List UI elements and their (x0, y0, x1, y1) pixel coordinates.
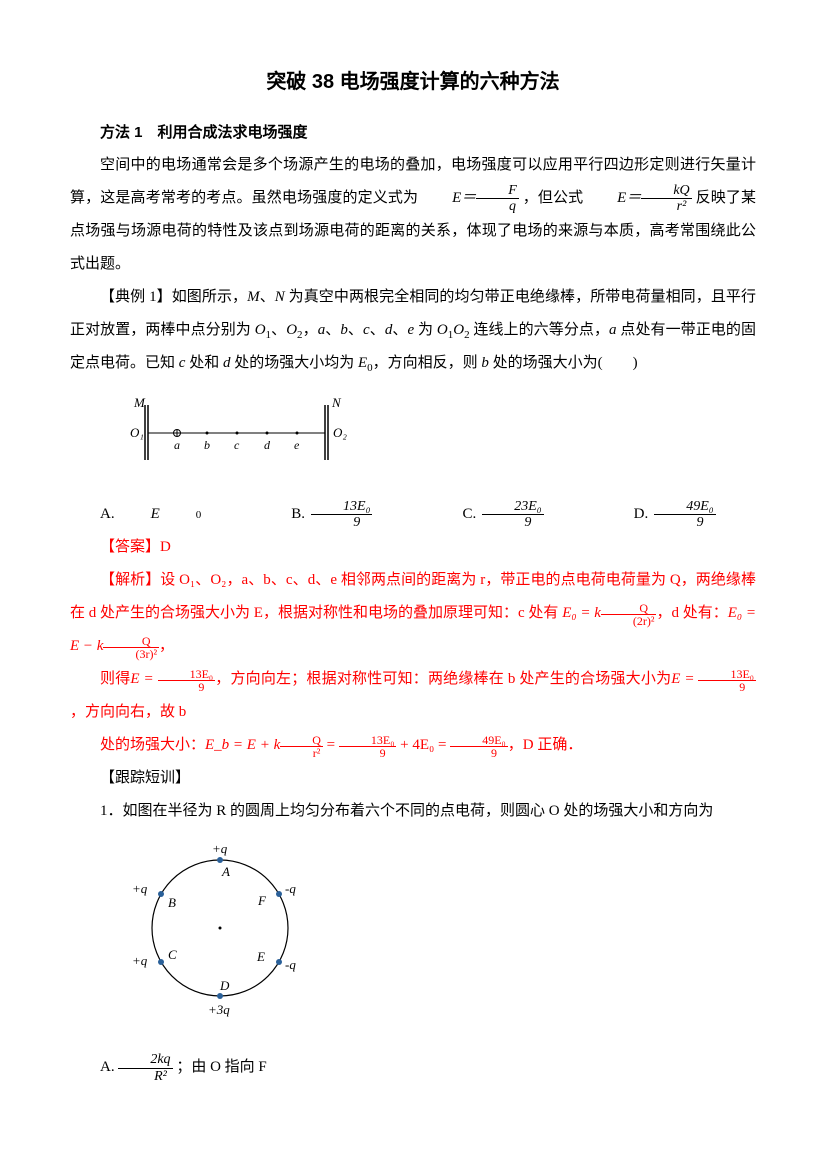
svg-text:e: e (294, 438, 300, 452)
svg-text:D: D (219, 978, 230, 993)
follow-label: 【跟踪短训】 (70, 762, 756, 795)
option-b: B. 13E₀9 (261, 498, 372, 531)
answer-line: 【答案】D (70, 531, 756, 564)
follow-option-a: A. 2kqR² ；由 O 指向 F (70, 1051, 756, 1084)
intro-paragraph: 空间中的电场通常会是多个场源产生的电场的叠加，电场强度可以应用平行四边形定则进行… (70, 149, 756, 281)
svg-text:E: E (256, 949, 265, 964)
formula-E-Fq: E＝Fq (422, 182, 519, 215)
diagram-1: M N O₁ O₂ a b c d e (130, 395, 756, 488)
para-text: ，但公式 (523, 190, 587, 206)
method-heading: 方法 1 利用合成法求电场强度 (70, 116, 756, 149)
analysis-p2: 则得E = 13E₀9，方向向左；根据对称性可知：两绝缘棒在 b 处产生的合场强… (70, 663, 756, 729)
rods-diagram-svg: M N O₁ O₂ a b c d e (130, 395, 350, 475)
svg-text:+q: +q (212, 843, 228, 856)
analysis-p3: 处的场强大小：E_b = E + kQr² = 13E₀9 + 4E₀ = 49… (70, 729, 756, 762)
document-title: 突破 38 电场强度计算的六种方法 (70, 60, 756, 104)
example-1: 【典例 1】如图所示，M、N 为真空中两根完全相同的均匀带正电绝缘棒，所带电荷量… (70, 281, 756, 380)
svg-text:-q: -q (285, 957, 296, 972)
option-c: C. 23E₀9 (432, 498, 543, 531)
svg-text:+q: +q (132, 953, 148, 968)
svg-text:N: N (331, 395, 342, 410)
svg-text:d: d (264, 438, 271, 452)
svg-text:-q: -q (285, 881, 296, 896)
svg-text:O₁: O₁ (130, 425, 144, 440)
svg-text:+q: +q (132, 881, 148, 896)
svg-text:c: c (234, 438, 240, 452)
options-row: A. E0 B. 13E₀9 C. 23E₀9 D. 49E₀9 (70, 498, 756, 531)
diagram-2: +q A -q F -q E +3q D +q C +q B (130, 843, 756, 1036)
option-d: D. 49E₀9 (604, 498, 716, 531)
svg-text:C: C (168, 947, 177, 962)
svg-text:O₂: O₂ (333, 425, 347, 440)
svg-text:M: M (133, 395, 146, 410)
option-a: A. E0 (70, 498, 201, 531)
svg-text:b: b (204, 438, 210, 452)
svg-text:B: B (168, 895, 176, 910)
svg-text:+3q: +3q (208, 1002, 230, 1017)
analysis-p1: 【解析】设 O₁、O₂，a、b、c、d、e 相邻两点间的距离为 r，带正电的点电… (70, 564, 756, 663)
example-label: 【典例 1】如图所示， (100, 289, 247, 305)
follow-q1: 1．如图在半径为 R 的圆周上均匀分布着六个不同的点电荷，则圆心 O 处的场强大… (70, 795, 756, 828)
formula-E-kQr2: E＝kQr² (587, 182, 692, 215)
svg-text:a: a (174, 438, 180, 452)
svg-text:F: F (257, 893, 267, 908)
svg-text:A: A (221, 864, 230, 879)
circle-charges-svg: +q A -q F -q E +3q D +q C +q B (130, 843, 330, 1023)
